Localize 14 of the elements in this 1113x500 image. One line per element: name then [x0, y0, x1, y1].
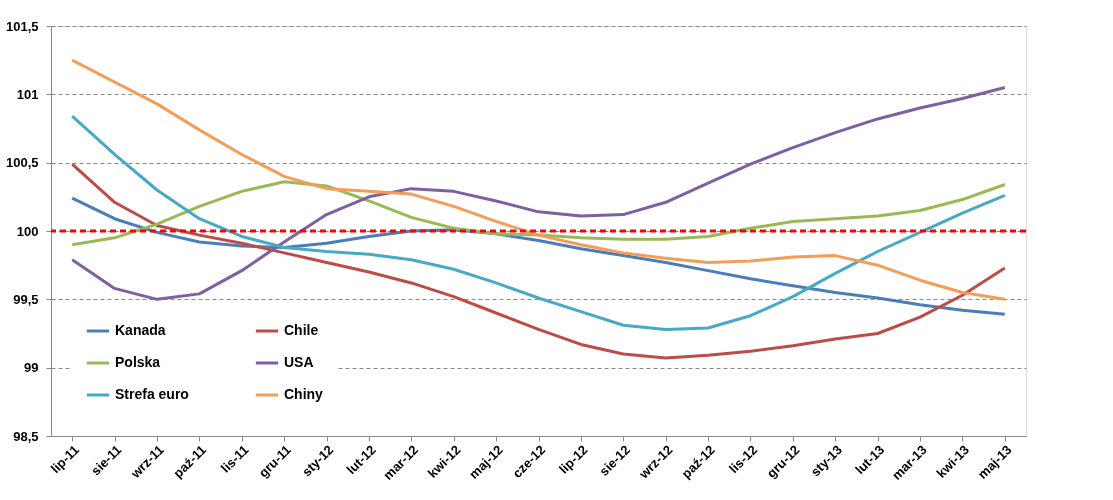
y-tick-label: 99,5 — [13, 291, 39, 307]
y-tick-label: 98,5 — [13, 428, 39, 444]
y-tick-label: 100,5 — [5, 155, 39, 171]
y-tick-label: 100 — [16, 223, 39, 239]
legend-label: Polska — [115, 354, 161, 370]
y-tick-label: 101 — [16, 86, 39, 102]
y-tick-label: 99 — [24, 360, 39, 376]
legend-label: USA — [284, 354, 314, 370]
legend-label: Kanada — [115, 322, 166, 338]
legend-label: Strefa euro — [115, 386, 189, 402]
y-tick-label: 101,5 — [5, 18, 39, 34]
legend-label: Chile — [284, 322, 319, 338]
legend-label: Chiny — [284, 386, 324, 402]
line-series — [70, 180, 1007, 247]
